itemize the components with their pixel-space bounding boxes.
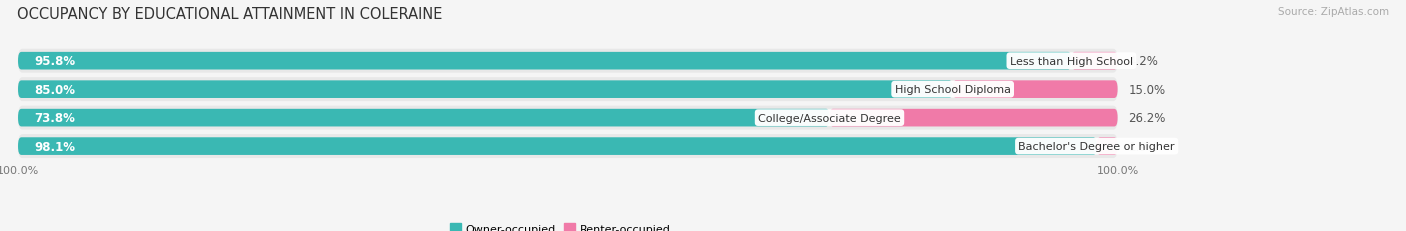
- FancyBboxPatch shape: [18, 49, 1118, 73]
- FancyBboxPatch shape: [18, 109, 830, 127]
- Text: 85.0%: 85.0%: [35, 83, 76, 96]
- Text: Bachelor's Degree or higher: Bachelor's Degree or higher: [1018, 142, 1175, 152]
- FancyBboxPatch shape: [1097, 138, 1118, 155]
- FancyBboxPatch shape: [953, 81, 1118, 99]
- Text: Source: ZipAtlas.com: Source: ZipAtlas.com: [1278, 7, 1389, 17]
- FancyBboxPatch shape: [18, 78, 1118, 102]
- Text: 26.2%: 26.2%: [1129, 112, 1166, 125]
- Text: 95.8%: 95.8%: [35, 55, 76, 68]
- Text: 73.8%: 73.8%: [35, 112, 76, 125]
- FancyBboxPatch shape: [18, 135, 1118, 158]
- Text: High School Diploma: High School Diploma: [894, 85, 1011, 95]
- Text: College/Associate Degree: College/Associate Degree: [758, 113, 901, 123]
- Legend: Owner-occupied, Renter-occupied: Owner-occupied, Renter-occupied: [446, 219, 675, 231]
- FancyBboxPatch shape: [830, 109, 1118, 127]
- Text: 98.1%: 98.1%: [35, 140, 76, 153]
- FancyBboxPatch shape: [18, 81, 953, 99]
- FancyBboxPatch shape: [18, 53, 1071, 70]
- Text: 1.9%: 1.9%: [1129, 140, 1159, 153]
- Text: 100.0%: 100.0%: [0, 166, 39, 176]
- Text: 15.0%: 15.0%: [1129, 83, 1166, 96]
- Text: 4.2%: 4.2%: [1129, 55, 1159, 68]
- Text: 100.0%: 100.0%: [1097, 166, 1139, 176]
- Text: OCCUPANCY BY EDUCATIONAL ATTAINMENT IN COLERAINE: OCCUPANCY BY EDUCATIONAL ATTAINMENT IN C…: [17, 7, 443, 22]
- FancyBboxPatch shape: [18, 106, 1118, 130]
- FancyBboxPatch shape: [18, 138, 1097, 155]
- FancyBboxPatch shape: [1071, 53, 1118, 70]
- Text: Less than High School: Less than High School: [1010, 56, 1133, 66]
